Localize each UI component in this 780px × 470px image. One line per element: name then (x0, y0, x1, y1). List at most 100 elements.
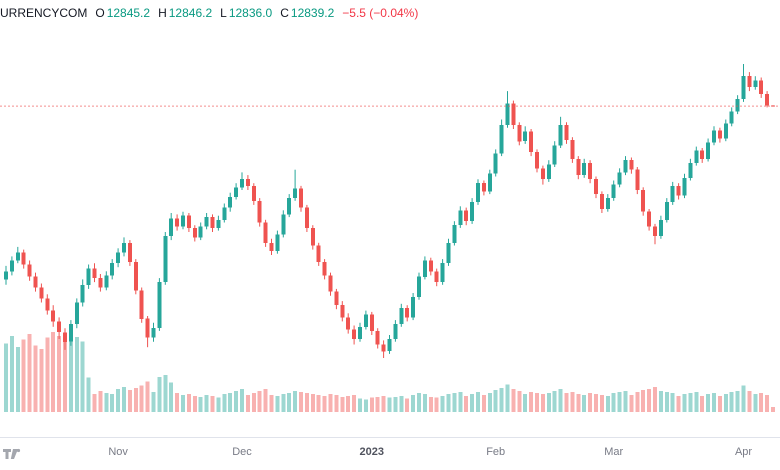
volume-bar (181, 394, 185, 412)
volume-bar (139, 385, 144, 412)
volume-bar (611, 393, 616, 412)
candle-body (181, 215, 185, 227)
candle-body (39, 287, 44, 299)
volume-bar (493, 390, 498, 412)
volume-bar (523, 393, 528, 412)
candle-body (363, 314, 368, 327)
candle-body (316, 245, 321, 262)
candle-body (440, 263, 445, 283)
candle-body (405, 307, 410, 318)
candle-body (476, 183, 480, 203)
candle-body (599, 194, 604, 209)
candle-body (653, 226, 657, 237)
time-axis-label[interactable]: Mar (604, 446, 623, 458)
candle-body (658, 219, 663, 237)
volume-bar (735, 391, 740, 412)
candle-body (670, 185, 675, 203)
volume-bar (717, 395, 722, 412)
volume-bar (116, 389, 121, 412)
volume-bar (422, 393, 427, 412)
candle-body (222, 207, 227, 220)
volume-bar (352, 394, 357, 412)
candle-body (517, 125, 522, 142)
volume-bar (605, 395, 610, 412)
candle-body (552, 145, 557, 165)
volume-bar (169, 382, 174, 412)
candle-body (334, 291, 339, 306)
volume-bar (228, 393, 233, 412)
candle-body (163, 236, 168, 283)
time-axis-label[interactable]: Nov (108, 446, 128, 458)
volume-bar (747, 391, 752, 412)
volume-bar (653, 387, 657, 412)
candle-body (605, 198, 610, 209)
volume-bar (759, 393, 764, 412)
time-axis-label[interactable]: Feb (486, 446, 505, 458)
time-axis-label[interactable]: Apr (735, 446, 752, 458)
volume-bar (505, 384, 510, 412)
candle-body (470, 202, 475, 222)
volume-bar (552, 391, 557, 412)
volume-bar (487, 393, 492, 412)
tradingview-logo[interactable] (2, 447, 22, 465)
volume-bar (304, 393, 309, 412)
volume-bar (346, 395, 351, 412)
volume-bar (387, 397, 392, 412)
candle-body (381, 344, 386, 352)
candle-body (210, 217, 215, 228)
candle-body (523, 131, 528, 142)
volume-bar (358, 398, 362, 412)
volume-bar (80, 341, 85, 412)
candle-body (204, 217, 209, 227)
candle-body (45, 298, 50, 311)
volume-bar (535, 393, 539, 412)
symbol-name[interactable]: URRENCYCOM (0, 6, 88, 20)
candle-body (428, 260, 433, 272)
candle-body (234, 187, 239, 197)
candle-body (21, 252, 26, 265)
volume-bar (452, 393, 457, 412)
volume-bar (434, 397, 439, 412)
candle-body (157, 282, 162, 329)
candle-body (175, 218, 180, 227)
low-value: 12836.0 (228, 6, 273, 20)
volume-bar (127, 390, 132, 412)
tradingview-logo-icon (3, 448, 21, 459)
candle-body (263, 222, 268, 243)
candle-body (452, 225, 457, 243)
volume-bar (540, 393, 545, 412)
volume-bar (629, 394, 634, 412)
volume-bar (741, 385, 746, 412)
candle-body (27, 264, 32, 277)
time-axis-label[interactable]: Dec (232, 446, 252, 458)
volume-bar (599, 394, 604, 412)
volume-bar (310, 393, 315, 412)
volume-bar (275, 395, 280, 412)
candle-body (216, 219, 221, 228)
volume-bar (393, 396, 398, 412)
volume-bar (151, 392, 156, 412)
candle-body (240, 179, 244, 188)
volume-bar (688, 393, 693, 412)
volume-bar (428, 396, 433, 412)
high-label: H (158, 6, 167, 20)
candle-body (116, 252, 121, 264)
candle-body (169, 218, 174, 237)
volume-bar (316, 394, 321, 412)
time-axis-label[interactable]: 2023 (360, 446, 384, 458)
candle-body (417, 276, 421, 297)
candle-body (287, 198, 292, 215)
candle-body (434, 271, 439, 283)
candle-body (393, 324, 398, 339)
volume-bar (712, 393, 716, 412)
volume-bar (647, 389, 652, 412)
volume-bar (204, 394, 209, 412)
candle-body (540, 168, 545, 180)
volume-bar (588, 393, 593, 412)
volume-bar (281, 393, 286, 412)
candle-body (104, 275, 109, 288)
volume-bar (694, 392, 699, 412)
candle-body (15, 252, 20, 261)
volume-bar (582, 394, 587, 412)
